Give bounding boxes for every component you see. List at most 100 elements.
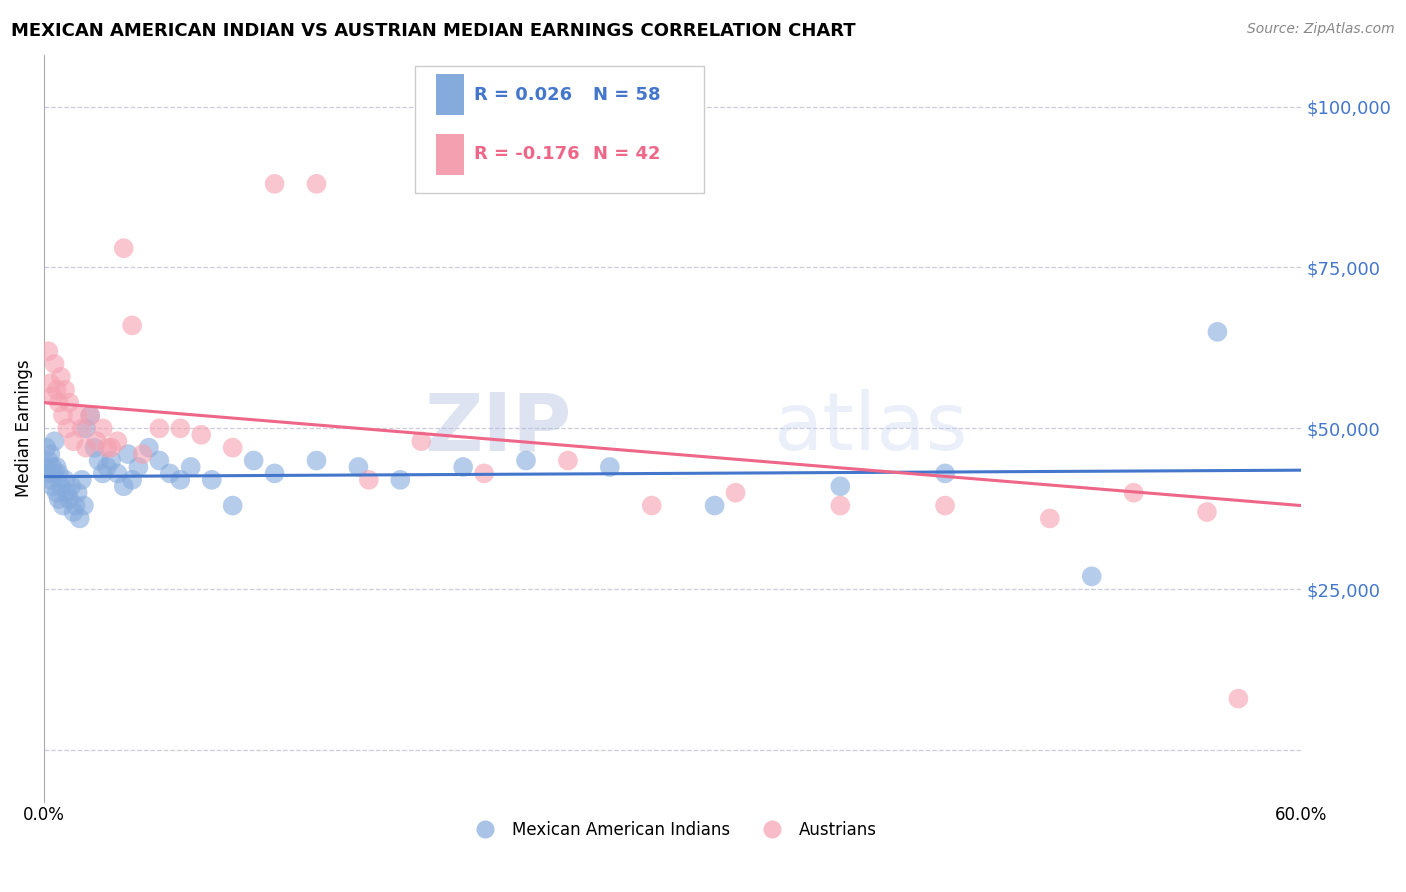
Point xyxy=(515,453,537,467)
Point xyxy=(830,479,852,493)
Point xyxy=(70,421,93,435)
Point xyxy=(83,441,105,455)
Point xyxy=(73,499,96,513)
Point xyxy=(39,447,62,461)
Point xyxy=(1195,505,1218,519)
Point xyxy=(148,453,170,467)
Point xyxy=(305,177,328,191)
Point xyxy=(39,473,62,487)
Point xyxy=(121,318,143,333)
Text: R = 0.026: R = 0.026 xyxy=(474,86,572,103)
Point xyxy=(44,357,66,371)
Point xyxy=(934,499,956,513)
Point xyxy=(37,467,59,481)
Text: Source: ZipAtlas.com: Source: ZipAtlas.com xyxy=(1247,22,1395,37)
Point xyxy=(121,473,143,487)
Point xyxy=(107,467,129,481)
Point xyxy=(221,441,243,455)
Point xyxy=(65,499,87,513)
Point xyxy=(69,511,91,525)
Point xyxy=(75,421,97,435)
Point xyxy=(190,427,212,442)
Text: ZIP: ZIP xyxy=(425,389,572,467)
Point xyxy=(48,467,70,481)
Point xyxy=(263,177,285,191)
Point xyxy=(169,473,191,487)
Point xyxy=(66,485,89,500)
Point xyxy=(44,467,66,481)
Point xyxy=(112,241,135,255)
Point xyxy=(411,434,433,449)
Point xyxy=(52,409,75,423)
Point xyxy=(96,441,118,455)
Point xyxy=(56,421,79,435)
Point xyxy=(45,383,67,397)
Point xyxy=(86,434,108,449)
Text: R = -0.176: R = -0.176 xyxy=(474,145,579,163)
Point xyxy=(62,434,84,449)
Point xyxy=(41,389,63,403)
Text: atlas: atlas xyxy=(773,389,967,467)
Point xyxy=(52,499,75,513)
Point xyxy=(242,453,264,467)
Text: N = 42: N = 42 xyxy=(593,145,661,163)
Point xyxy=(48,395,70,409)
Point xyxy=(305,453,328,467)
FancyBboxPatch shape xyxy=(436,74,464,115)
Point xyxy=(58,492,80,507)
Point xyxy=(221,499,243,513)
Point xyxy=(724,485,747,500)
Text: MEXICAN AMERICAN INDIAN VS AUSTRIAN MEDIAN EARNINGS CORRELATION CHART: MEXICAN AMERICAN INDIAN VS AUSTRIAN MEDI… xyxy=(11,22,856,40)
Point xyxy=(37,344,59,359)
Point xyxy=(35,460,58,475)
Point xyxy=(87,453,110,467)
Point xyxy=(100,453,122,467)
Point xyxy=(37,453,59,467)
Point xyxy=(45,460,67,475)
Point xyxy=(1080,569,1102,583)
Point xyxy=(53,383,76,397)
Point xyxy=(159,467,181,481)
Y-axis label: Median Earnings: Median Earnings xyxy=(15,359,32,497)
Point xyxy=(830,499,852,513)
Point xyxy=(131,447,153,461)
Legend: Mexican American Indians, Austrians: Mexican American Indians, Austrians xyxy=(463,814,883,846)
Point xyxy=(703,499,725,513)
FancyBboxPatch shape xyxy=(415,66,704,194)
Point xyxy=(451,460,474,475)
Point xyxy=(201,473,224,487)
Point xyxy=(599,460,621,475)
Point xyxy=(112,479,135,493)
Point xyxy=(41,479,63,493)
Point xyxy=(79,409,101,423)
Point xyxy=(357,473,380,487)
Point xyxy=(148,421,170,435)
Point xyxy=(641,499,664,513)
Point xyxy=(44,434,66,449)
Point xyxy=(180,460,202,475)
Point xyxy=(58,395,80,409)
Point xyxy=(107,434,129,449)
Point xyxy=(75,441,97,455)
Point xyxy=(70,473,93,487)
FancyBboxPatch shape xyxy=(436,134,464,175)
Point xyxy=(49,479,72,493)
Point xyxy=(389,473,412,487)
Point xyxy=(53,473,76,487)
Point xyxy=(49,370,72,384)
Point xyxy=(56,485,79,500)
Point xyxy=(263,467,285,481)
Point xyxy=(169,421,191,435)
Point xyxy=(557,453,579,467)
Point xyxy=(138,441,160,455)
Point xyxy=(66,409,89,423)
Point xyxy=(60,479,83,493)
Point xyxy=(48,492,70,507)
Point xyxy=(62,505,84,519)
Point xyxy=(96,460,118,475)
Point xyxy=(91,467,114,481)
Point xyxy=(1206,325,1229,339)
Point xyxy=(35,441,58,455)
Point xyxy=(127,460,149,475)
Point xyxy=(79,409,101,423)
